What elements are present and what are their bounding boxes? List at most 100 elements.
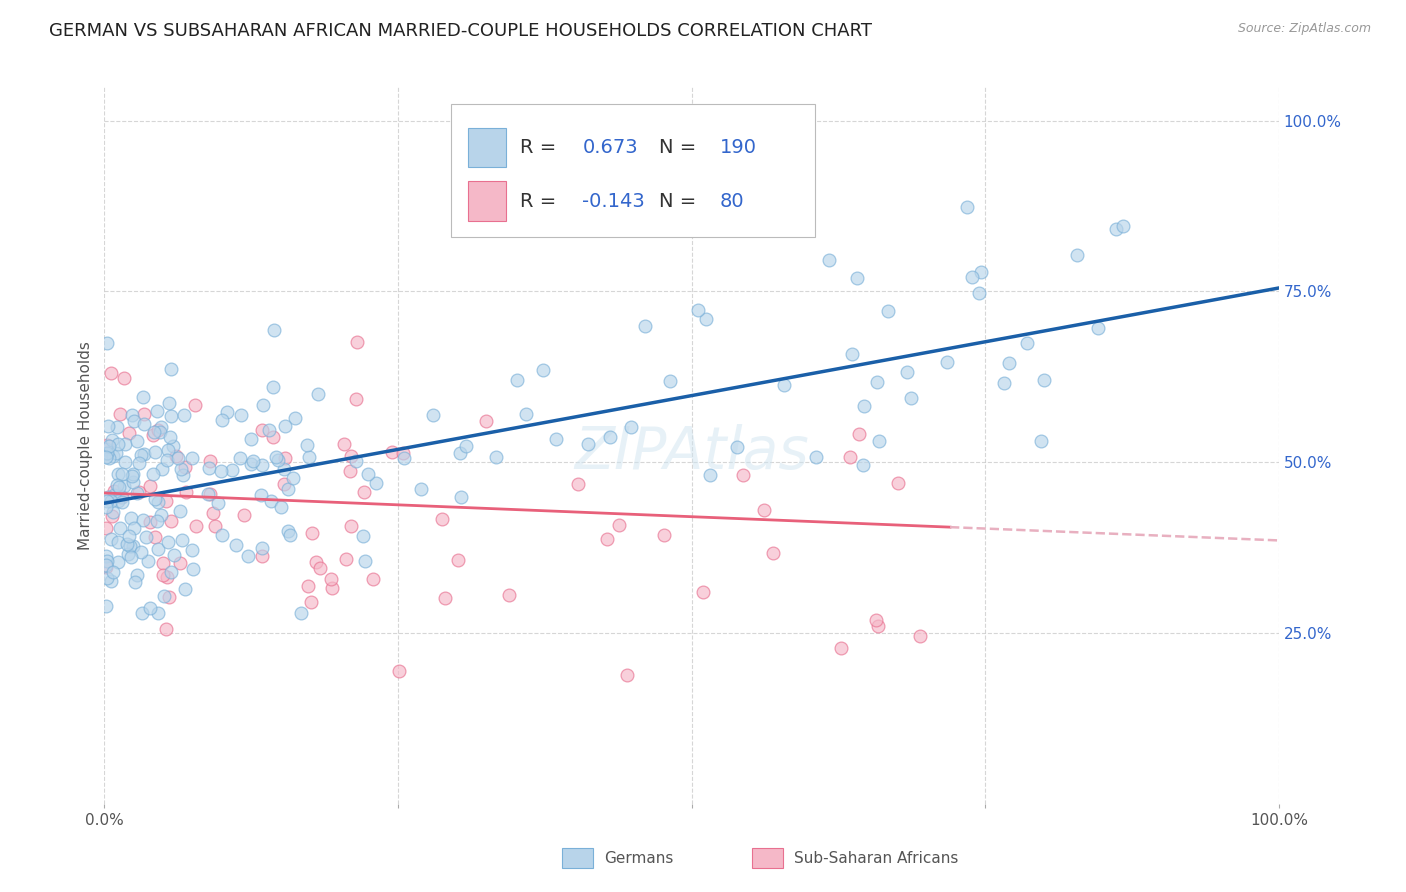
Point	[896, 365, 918, 379]
Point	[277, 524, 299, 538]
Point	[173, 460, 195, 475]
Point	[103, 483, 125, 498]
Point	[433, 591, 456, 605]
Point	[105, 477, 128, 491]
Point	[201, 507, 224, 521]
Point	[607, 518, 630, 533]
Point	[146, 423, 169, 437]
Point	[121, 467, 143, 481]
Point	[1087, 320, 1109, 334]
Point	[101, 509, 124, 524]
Point	[252, 549, 274, 563]
Point	[107, 419, 129, 434]
Point	[340, 518, 363, 533]
Point	[163, 548, 186, 562]
Point	[107, 467, 129, 481]
Point	[456, 439, 478, 453]
Point	[692, 585, 714, 599]
Point	[128, 456, 150, 470]
Text: N =: N =	[659, 192, 702, 211]
Point	[112, 478, 135, 492]
Point	[118, 426, 141, 441]
Point	[240, 432, 263, 446]
Text: -0.143: -0.143	[582, 192, 645, 211]
Point	[118, 529, 141, 543]
Point	[284, 410, 307, 425]
Point	[229, 409, 252, 423]
Text: Sub-Saharan Africans: Sub-Saharan Africans	[794, 851, 959, 865]
Point	[96, 571, 118, 585]
Point	[108, 407, 131, 421]
Point	[108, 480, 131, 494]
Point	[1112, 219, 1135, 233]
Point	[142, 427, 165, 442]
Point	[96, 442, 118, 456]
Point	[297, 579, 319, 593]
Point	[298, 450, 321, 465]
Point	[238, 549, 260, 564]
Point	[283, 470, 305, 484]
Point	[139, 478, 162, 492]
Point	[340, 450, 363, 464]
Point	[165, 449, 187, 463]
Point	[152, 567, 174, 582]
Point	[450, 490, 472, 504]
Point	[183, 398, 205, 412]
Point	[960, 269, 983, 284]
Point	[159, 362, 181, 376]
Point	[762, 545, 785, 559]
Point	[143, 530, 166, 544]
Point	[128, 485, 150, 500]
Point	[250, 541, 273, 555]
Point	[100, 574, 122, 588]
Point	[157, 590, 180, 604]
Text: Source: ZipAtlas.com: Source: ZipAtlas.com	[1237, 22, 1371, 36]
Point	[818, 253, 841, 268]
Point	[101, 505, 124, 519]
Point	[142, 467, 165, 482]
Point	[111, 467, 134, 481]
Point	[352, 529, 374, 543]
Point	[152, 556, 174, 570]
Point	[239, 457, 262, 471]
Point	[280, 528, 302, 542]
Point	[264, 450, 287, 465]
Point	[447, 553, 470, 567]
Text: R =: R =	[520, 138, 562, 157]
Point	[150, 420, 173, 434]
Point	[100, 434, 122, 448]
Point	[160, 409, 183, 424]
Point	[98, 450, 121, 465]
Point	[876, 304, 898, 318]
Point	[146, 404, 169, 418]
Point	[120, 539, 142, 553]
Point	[198, 461, 221, 475]
Point	[392, 446, 415, 460]
Point	[686, 303, 709, 318]
Point	[357, 467, 380, 482]
Point	[409, 483, 432, 497]
Point	[181, 543, 204, 558]
Point	[117, 547, 139, 561]
Point	[162, 440, 184, 454]
Point	[120, 549, 142, 564]
Text: GERMAN VS SUBSAHARAN AFRICAN MARRIED-COUPLE HOUSEHOLDS CORRELATION CHART: GERMAN VS SUBSAHARAN AFRICAN MARRIED-COU…	[49, 22, 872, 40]
Point	[96, 418, 118, 433]
Point	[865, 613, 887, 627]
Point	[290, 606, 312, 620]
Point	[252, 423, 274, 437]
Point	[98, 439, 121, 453]
Point	[887, 476, 910, 491]
Point	[204, 519, 226, 533]
Point	[107, 494, 129, 508]
Text: N =: N =	[659, 138, 702, 157]
Point	[131, 606, 153, 620]
Point	[122, 414, 145, 428]
Point	[143, 445, 166, 459]
Point	[211, 413, 233, 427]
Point	[94, 521, 117, 535]
Point	[94, 500, 117, 514]
Point	[111, 495, 134, 509]
Point	[129, 448, 152, 462]
Point	[135, 530, 157, 544]
